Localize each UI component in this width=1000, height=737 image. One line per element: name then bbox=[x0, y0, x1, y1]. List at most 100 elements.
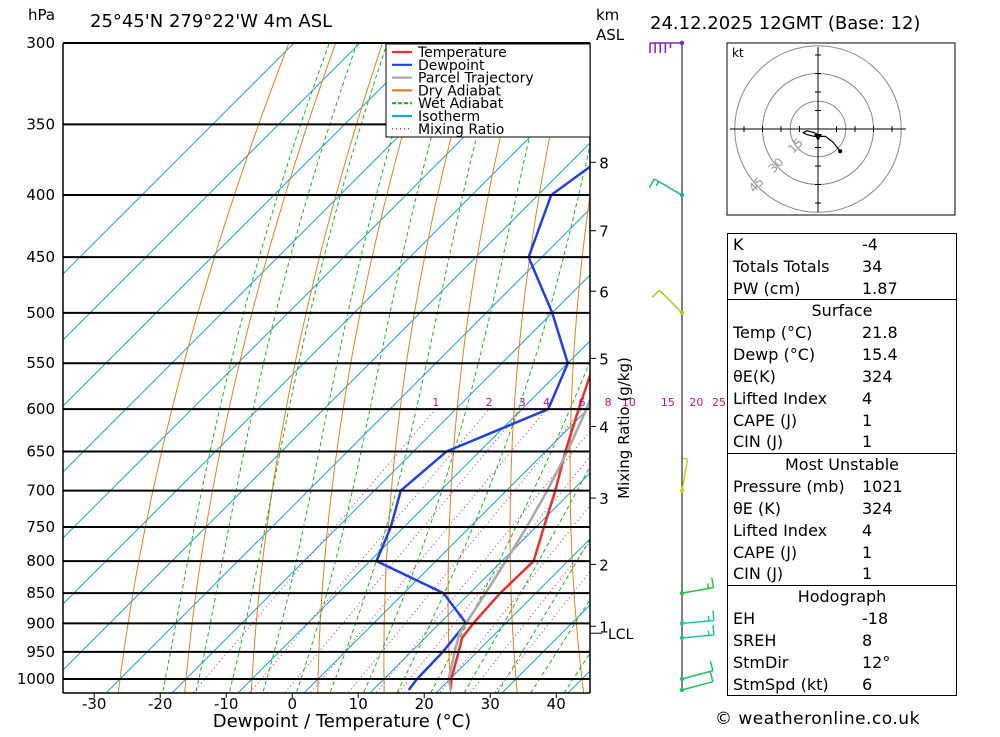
most-unstable-row: Pressure (mb) 1021 bbox=[728, 476, 956, 498]
km-tick-label: 8 bbox=[599, 154, 609, 172]
dry-adiabat-line bbox=[318, 43, 430, 705]
dry-adiabat-line bbox=[685, 43, 720, 705]
pressure-tick-label: 600 bbox=[26, 400, 55, 418]
most-unstable-value: 1021 bbox=[862, 476, 914, 498]
wet-adiabat-line bbox=[292, 43, 458, 705]
wind-barb-staff bbox=[659, 290, 682, 313]
surface-value: 1 bbox=[862, 410, 914, 432]
dry-adiabat-line bbox=[117, 43, 289, 705]
most-unstable-label: Lifted Index bbox=[733, 520, 827, 542]
surface-value: 4 bbox=[862, 388, 914, 410]
hodograph-table-row: StmSpd (kt)6 bbox=[728, 674, 956, 696]
hodograph-table-value: -18 bbox=[862, 608, 914, 630]
most-unstable-label: Pressure (mb) bbox=[733, 476, 845, 498]
pressure-tick-label: 400 bbox=[26, 186, 55, 204]
lcl-label: LCL bbox=[608, 627, 634, 643]
wind-barb-flag bbox=[713, 611, 714, 621]
wind-barb bbox=[652, 290, 684, 315]
totals-totals-value: 34 bbox=[862, 256, 914, 278]
surface-label: CIN (J) bbox=[733, 431, 783, 453]
pressure-tick-label: 300 bbox=[26, 34, 55, 52]
k-index-row: K -4 bbox=[728, 234, 956, 256]
mixing-ratio-label: 8 bbox=[605, 396, 612, 409]
wind-barb-half-flag bbox=[708, 584, 709, 589]
wind-barb-flag bbox=[713, 625, 714, 635]
most-unstable-label: CIN (J) bbox=[733, 563, 783, 585]
mixing-ratio-label: 15 bbox=[661, 396, 675, 409]
surface-row: CIN (J) 1 bbox=[728, 431, 956, 453]
wind-barb-staff bbox=[682, 459, 688, 491]
isotherm-line bbox=[0, 43, 558, 705]
wind-barb bbox=[680, 661, 713, 681]
pw-label: PW (cm) bbox=[733, 278, 800, 300]
pressure-tick-label: 950 bbox=[26, 643, 55, 661]
k-index-label: K bbox=[733, 234, 744, 256]
hodograph-table-row: EH-18 bbox=[728, 608, 956, 630]
wind-barb-flag bbox=[649, 179, 654, 188]
hodograph-table-label: StmSpd (kt) bbox=[733, 674, 829, 696]
wet-adiabat-line bbox=[226, 43, 387, 705]
totals-totals-row: Totals Totals 34 bbox=[728, 256, 956, 278]
km-tick-label: 4 bbox=[599, 418, 609, 436]
wind-barb-flag bbox=[710, 672, 713, 682]
mixing-ratio-label: 4 bbox=[543, 396, 550, 409]
km-tick-label: 2 bbox=[599, 556, 609, 574]
surface-label: θE(K) bbox=[733, 366, 776, 388]
pressure-tick-label: 500 bbox=[26, 304, 55, 322]
wind-barb-staff bbox=[682, 588, 714, 594]
isotherm-line bbox=[0, 43, 360, 705]
copyright-footer[interactable]: © weatheronline.co.uk bbox=[715, 709, 920, 729]
indices-panel: K -4 Totals Totals 34 PW (cm) 1.87 Surfa… bbox=[727, 233, 957, 696]
surface-value: 15.4 bbox=[862, 344, 914, 366]
mixing-ratio-line bbox=[275, 409, 522, 705]
mixing-ratio-label: 1 bbox=[432, 396, 439, 409]
km-tick-label: 7 bbox=[599, 223, 609, 241]
wind-barb bbox=[680, 625, 714, 640]
mixing-ratio-label: 3 bbox=[519, 396, 526, 409]
most-unstable-value: 324 bbox=[862, 498, 914, 520]
asl-unit-label: ASL bbox=[596, 26, 625, 44]
wind-barb bbox=[680, 578, 714, 596]
surface-title: Surface bbox=[728, 300, 956, 322]
most-unstable-row: θE (K) 324 bbox=[728, 498, 956, 520]
x-tick-label: 30 bbox=[481, 695, 500, 713]
most-unstable-label: θE (K) bbox=[733, 498, 781, 520]
pressure-tick-label: 650 bbox=[26, 442, 55, 460]
surface-value: 1 bbox=[862, 431, 914, 453]
pressure-tick-label: 550 bbox=[26, 354, 55, 372]
isotherm-line bbox=[0, 43, 294, 705]
most-unstable-value: 1 bbox=[862, 542, 914, 564]
x-tick-label: -30 bbox=[82, 695, 107, 713]
surface-row: Temp (°C)21.8 bbox=[728, 322, 956, 344]
km-unit-label: km bbox=[596, 6, 619, 24]
mixing-ratio-line bbox=[461, 409, 697, 705]
dry-adiabat-line bbox=[570, 43, 616, 705]
totals-totals-label: Totals Totals bbox=[733, 256, 830, 278]
wind-barb-staff bbox=[682, 682, 713, 690]
dry-adiabat-line bbox=[384, 43, 476, 705]
pressure-tick-label: 900 bbox=[26, 614, 55, 632]
surface-row: Dewp (°C)15.4 bbox=[728, 344, 956, 366]
pressure-tick-label: 700 bbox=[26, 482, 55, 500]
hpa-unit-label: hPa bbox=[28, 6, 55, 24]
most-unstable-row: CAPE (J)1 bbox=[728, 542, 956, 564]
k-index-value: -4 bbox=[862, 234, 914, 256]
most-unstable-value: 1 bbox=[862, 563, 914, 585]
isotherm-line bbox=[0, 43, 492, 705]
pressure-tick-label: 1000 bbox=[17, 670, 55, 688]
location-title: 25°45'N 279°22'W 4m ASL bbox=[90, 11, 332, 32]
pressure-tick-label: 850 bbox=[26, 584, 55, 602]
pressure-tick-label: 450 bbox=[26, 248, 55, 266]
hodograph-table-value: 12° bbox=[862, 652, 914, 674]
wind-barb-flag bbox=[710, 661, 713, 671]
wet-adiabat-line bbox=[193, 43, 357, 705]
x-tick-label: 40 bbox=[547, 695, 566, 713]
isotherm-line bbox=[94, 43, 756, 705]
